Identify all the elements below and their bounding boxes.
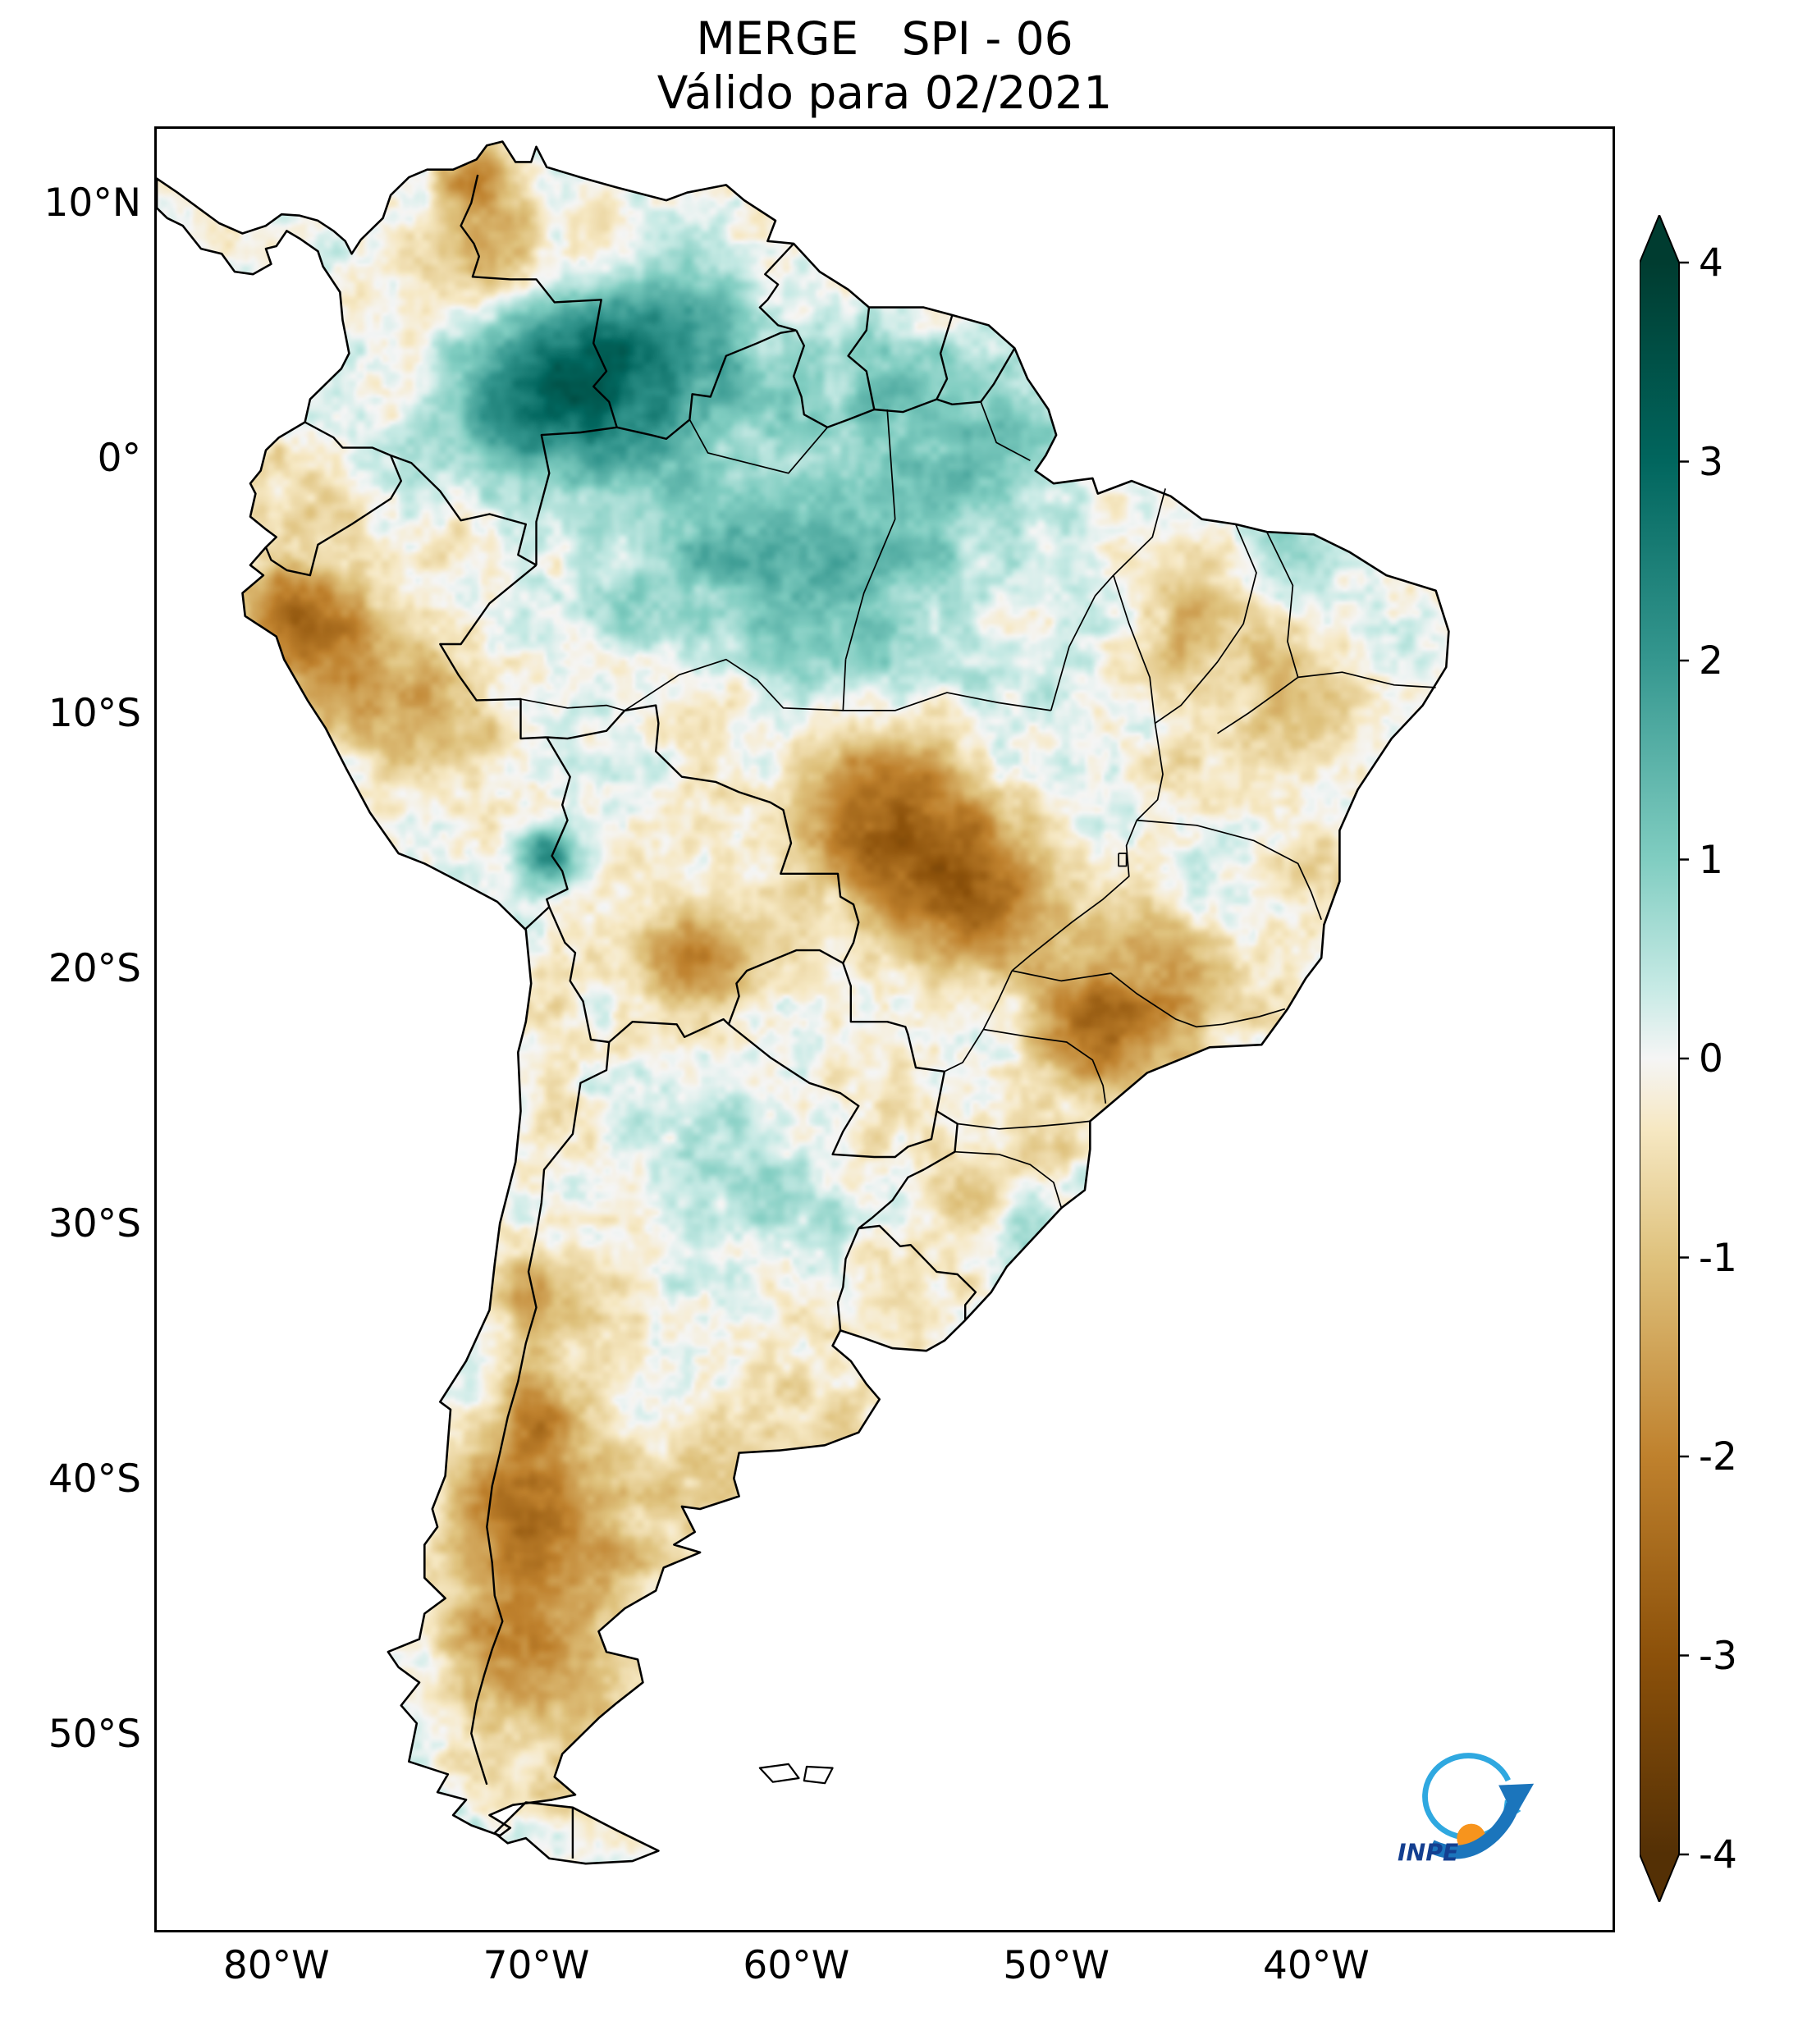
country-border xyxy=(792,330,1016,428)
state-border xyxy=(844,409,896,660)
country-border xyxy=(524,906,551,930)
lon-tick-label: 50°W xyxy=(1003,1943,1109,1988)
country-border xyxy=(847,307,876,410)
lon-tick-label: 60°W xyxy=(743,1943,850,1988)
country-border xyxy=(439,564,547,740)
country-border xyxy=(616,329,797,440)
colorbar-tick-label: -3 xyxy=(1699,1633,1737,1679)
coastline xyxy=(157,140,1450,1837)
coastline-tierra-del-fuego xyxy=(493,1801,660,1865)
state-border xyxy=(1050,574,1114,711)
colorbar-tick-label: -4 xyxy=(1699,1832,1737,1877)
state-border xyxy=(957,1120,1091,1130)
state-border xyxy=(1012,970,1286,1028)
state-border xyxy=(842,659,1051,711)
country-border xyxy=(758,243,797,332)
state-border xyxy=(1217,676,1299,734)
state-border xyxy=(1297,671,1436,688)
lon-tick-label: 80°W xyxy=(222,1943,330,1988)
colorbar-tick-label: 2 xyxy=(1699,638,1723,684)
country-border xyxy=(470,1041,611,1786)
colorbar-tick-label: 3 xyxy=(1699,439,1723,485)
logo-text: INPE xyxy=(1398,1840,1458,1867)
country-border xyxy=(546,736,571,908)
colorbar-tick-label: -2 xyxy=(1699,1434,1737,1479)
inpe-logo: INPE xyxy=(1398,1753,1535,1867)
state-border xyxy=(1113,488,1166,576)
lat-tick-label: 40°S xyxy=(48,1456,141,1502)
colorbar-tick-label: 0 xyxy=(1699,1036,1723,1081)
country-border xyxy=(858,1109,958,1229)
island-outline xyxy=(758,1763,800,1783)
spi-canvas xyxy=(157,129,1613,1930)
state-border xyxy=(1137,819,1322,921)
lat-tick-label: 50°S xyxy=(48,1711,141,1757)
country-border xyxy=(264,455,402,577)
state-border xyxy=(1011,820,1138,972)
logo-blue-arrow-icon xyxy=(1428,1802,1520,1859)
state-border xyxy=(944,970,1013,1072)
map-area: INPE xyxy=(157,129,1613,1930)
country-border xyxy=(547,704,860,964)
state-border xyxy=(1112,574,1164,821)
colorbar-tick-label: 1 xyxy=(1699,837,1723,883)
country-border xyxy=(304,421,391,457)
country-border xyxy=(936,314,954,400)
lon-tick-label: 40°W xyxy=(1262,1943,1370,1988)
state-border xyxy=(624,658,844,711)
colorbar-gradient xyxy=(1640,215,1689,1902)
country-border xyxy=(836,1228,860,1331)
lat-tick-label: 0° xyxy=(97,436,141,482)
lon-tick-label: 70°W xyxy=(483,1943,590,1988)
country-border xyxy=(460,174,618,428)
lat-tick-label: 10°N xyxy=(43,181,141,226)
state-border xyxy=(1118,853,1128,867)
country-border xyxy=(858,1224,977,1320)
logo-blue-arrowhead-icon xyxy=(1498,1783,1535,1818)
lat-tick-label: 30°S xyxy=(48,1200,141,1246)
figure-title: MERGE SPI - 06 xyxy=(696,12,1073,65)
lat-tick-label: 20°S xyxy=(48,945,141,991)
country-border xyxy=(727,949,844,1025)
state-border xyxy=(689,418,828,474)
island-outline xyxy=(803,1765,834,1785)
map-borders-svg xyxy=(157,140,1450,1865)
colorbar-tick-label: -1 xyxy=(1699,1235,1737,1281)
country-border xyxy=(728,1023,938,1159)
lat-tick-label: 10°S xyxy=(48,690,141,736)
state-border xyxy=(1155,524,1257,725)
figure-subtitle: Válido para 02/2021 xyxy=(657,66,1113,119)
country-border xyxy=(548,906,610,1044)
country-border xyxy=(390,454,538,566)
country-border xyxy=(535,426,617,565)
country-border xyxy=(608,1017,730,1043)
state-border xyxy=(1265,531,1299,678)
state-border xyxy=(983,1028,1107,1104)
state-border xyxy=(520,698,625,711)
country-border xyxy=(842,963,946,1112)
state-border xyxy=(954,1150,1063,1209)
colorbar: 4 3 2 1 0 -1 -2 -3 -4 xyxy=(1640,215,1796,1955)
colorbar-tick-label: 4 xyxy=(1699,240,1723,286)
state-border xyxy=(980,401,1031,461)
